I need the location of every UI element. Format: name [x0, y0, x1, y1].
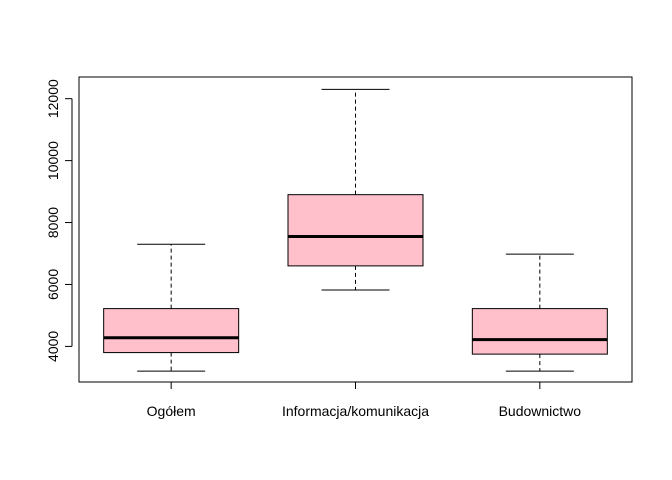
y-axis: 4000 6000 8000 10000 12000	[45, 79, 73, 362]
iqr-box	[471, 308, 608, 355]
box-2	[471, 253, 608, 372]
boxes-group	[103, 88, 608, 372]
y-tick-label: 4000	[45, 331, 61, 362]
box-1	[287, 88, 424, 291]
y-tick-label: 8000	[45, 207, 61, 238]
x-axis: Ogółem Informacja/komunikacja Budownictwo	[147, 381, 582, 419]
x-tick-label: Informacja/komunikacja	[282, 403, 429, 419]
iqr-box	[287, 194, 424, 267]
y-tick-label: 6000	[45, 269, 61, 300]
iqr-box	[103, 308, 240, 354]
y-tick-label: 10000	[45, 141, 61, 180]
box-0	[103, 243, 240, 372]
y-tick-label: 12000	[45, 79, 61, 118]
x-tick-label: Ogółem	[147, 403, 196, 419]
x-tick-label: Budownictwo	[499, 403, 582, 419]
